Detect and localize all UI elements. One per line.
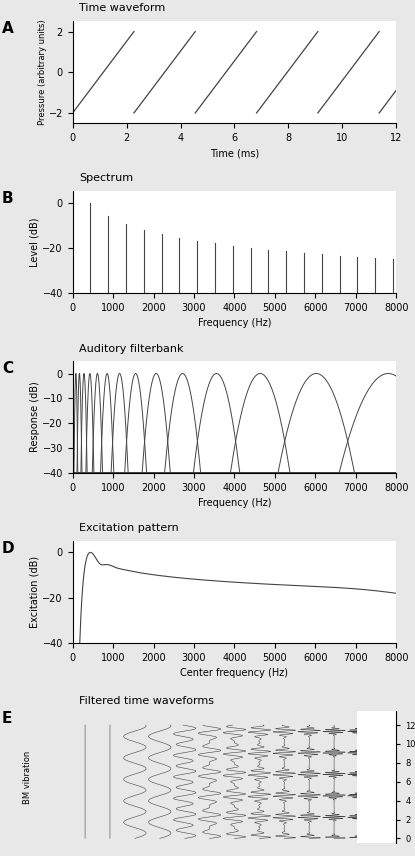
X-axis label: Time (ms): Time (ms) xyxy=(210,148,259,158)
Text: A: A xyxy=(2,21,14,37)
Text: Excitation pattern: Excitation pattern xyxy=(79,523,179,533)
Text: Auditory filterbank: Auditory filterbank xyxy=(79,344,183,354)
Text: C: C xyxy=(2,361,13,376)
Text: D: D xyxy=(2,541,15,556)
Text: Spectrum: Spectrum xyxy=(79,173,133,183)
Y-axis label: Level (dB): Level (dB) xyxy=(29,217,39,267)
Text: BM vibration: BM vibration xyxy=(23,751,32,804)
Text: E: E xyxy=(2,711,12,726)
Text: B: B xyxy=(2,191,14,206)
X-axis label: Frequency (Hz): Frequency (Hz) xyxy=(198,318,271,328)
X-axis label: Frequency (Hz): Frequency (Hz) xyxy=(198,498,271,508)
X-axis label: Center frequency (Hz): Center frequency (Hz) xyxy=(181,668,288,678)
Y-axis label: Response (dB): Response (dB) xyxy=(29,382,39,453)
Text: Filtered time waveforms: Filtered time waveforms xyxy=(79,696,214,705)
Text: Time waveform: Time waveform xyxy=(79,3,165,13)
Y-axis label: Pressure (arbitrary units): Pressure (arbitrary units) xyxy=(38,20,47,125)
Y-axis label: Excitation (dB): Excitation (dB) xyxy=(29,556,39,628)
